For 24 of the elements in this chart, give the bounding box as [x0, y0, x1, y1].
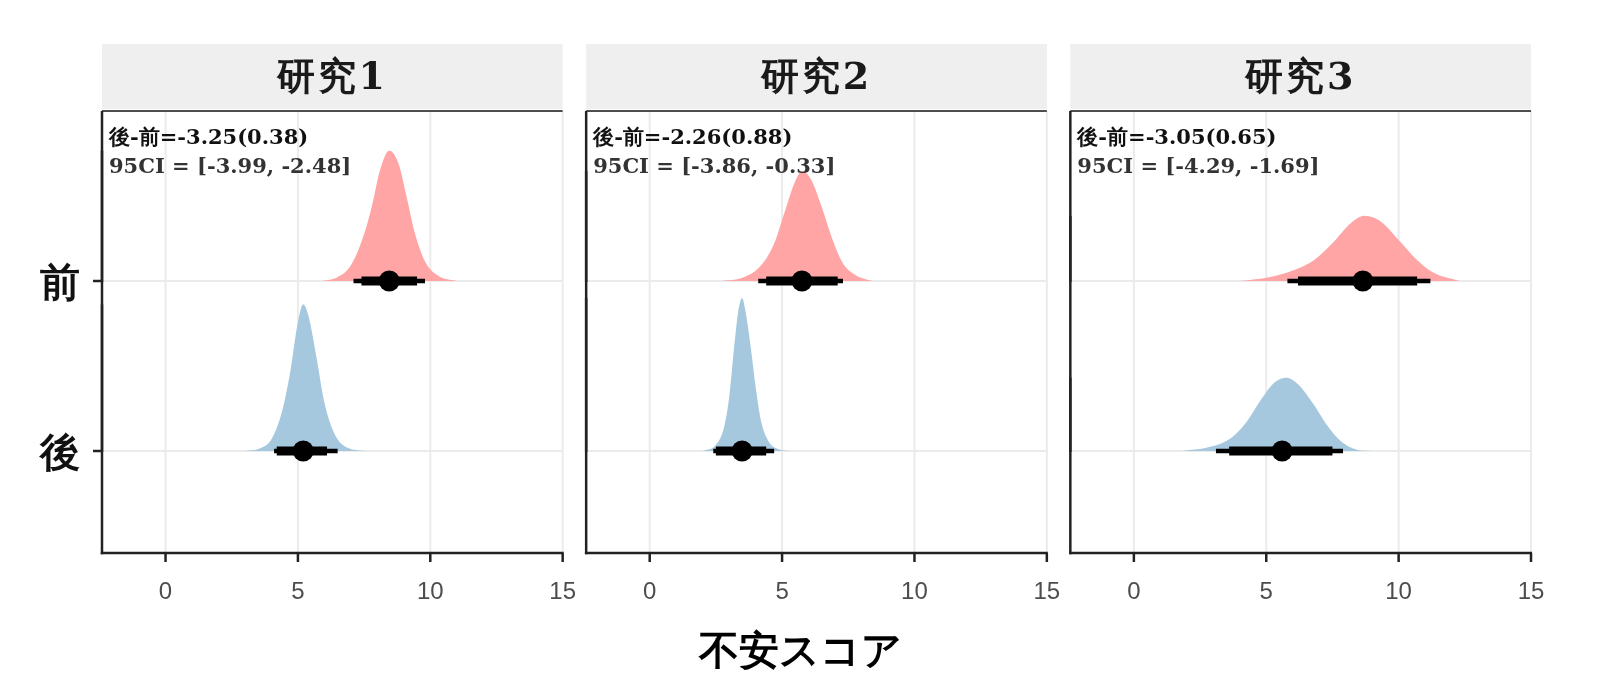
- x-tick-label: 0: [1127, 577, 1141, 604]
- annotation: 95CI = [-3.99, -2.48]: [109, 153, 352, 178]
- annotation: 後-前=-3.05(0.65): [1076, 124, 1277, 149]
- x-tick-label: 0: [158, 577, 173, 604]
- x-axis-title: 不安スコア: [697, 626, 902, 673]
- x-tick-label: 15: [549, 577, 577, 604]
- x-tick-label: 0: [643, 577, 657, 604]
- x-tick-label: 15: [1517, 577, 1545, 604]
- annotation: 95CI = [-3.86, -0.33]: [593, 153, 836, 178]
- annotation: 95CI = [-4.29, -1.69]: [1077, 153, 1320, 178]
- x-tick-label: 5: [775, 577, 789, 604]
- y-tick-label: 後: [38, 427, 80, 475]
- x-tick-label: 5: [1259, 577, 1273, 604]
- x-tick-label: 10: [416, 577, 444, 604]
- chart-title: 研究1: [275, 53, 389, 98]
- x-tick-label: 10: [1385, 577, 1412, 604]
- x-tick-label: 10: [901, 577, 928, 604]
- chart-title: 研究3: [1243, 53, 1357, 98]
- y-tick-label: 前: [40, 257, 80, 305]
- chart-title: 研究2: [759, 53, 873, 98]
- x-tick-label: 15: [1033, 577, 1061, 604]
- annotation: 後-前=-3.25(0.38): [108, 124, 309, 149]
- x-tick-label: 5: [291, 577, 305, 604]
- annotation: 後-前=-2.26(0.88): [592, 124, 793, 149]
